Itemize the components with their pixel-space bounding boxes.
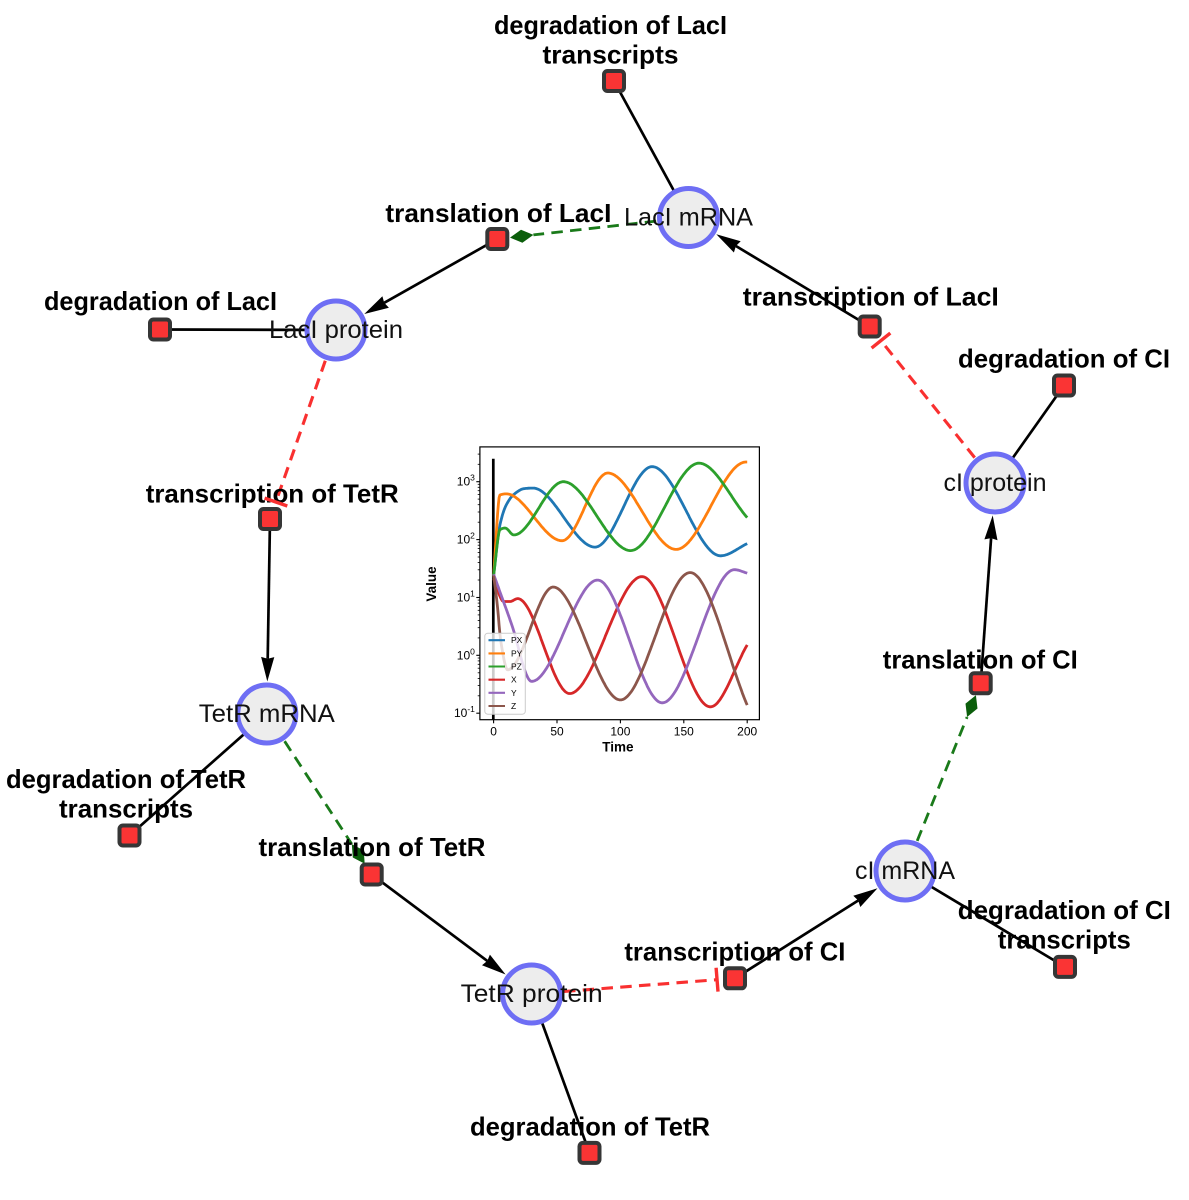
svg-text:LacI mRNA: LacI mRNA — [624, 203, 753, 231]
svg-text:LacI protein: LacI protein — [269, 316, 403, 344]
svg-text:transcription of CI: transcription of CI — [624, 937, 845, 967]
svg-text:degradation of LacI: degradation of LacI — [494, 10, 727, 40]
svg-text:translation of LacI: translation of LacI — [385, 198, 611, 228]
svg-text:PY: PY — [511, 648, 523, 658]
svg-text:degradation of TetR: degradation of TetR — [470, 1112, 710, 1142]
svg-text:cI mRNA: cI mRNA — [855, 857, 955, 885]
svg-text:X: X — [511, 675, 517, 685]
svg-text:TetR protein: TetR protein — [461, 980, 603, 1008]
svg-text:translation of TetR: translation of TetR — [259, 832, 486, 862]
svg-text:0: 0 — [490, 725, 497, 739]
svg-text:transcripts: transcripts — [543, 39, 679, 69]
svg-text:transcription of LacI: transcription of LacI — [743, 282, 999, 312]
svg-text:PZ: PZ — [511, 662, 522, 672]
svg-text:50: 50 — [550, 725, 564, 739]
svg-text:100: 100 — [610, 725, 630, 739]
svg-text:degradation of LacI: degradation of LacI — [44, 286, 277, 316]
svg-text:degradation of TetR: degradation of TetR — [6, 764, 246, 794]
svg-text:PX: PX — [511, 635, 523, 645]
svg-text:transcription of TetR: transcription of TetR — [146, 479, 399, 509]
svg-text:cI protein: cI protein — [944, 469, 1047, 497]
svg-text:Time: Time — [602, 740, 634, 755]
svg-text:degradation of CI: degradation of CI — [958, 344, 1170, 374]
svg-text:translation of CI: translation of CI — [883, 644, 1078, 674]
svg-text:200: 200 — [737, 725, 757, 739]
svg-text:degradation of CI: degradation of CI — [958, 895, 1171, 925]
svg-text:Z: Z — [511, 701, 516, 711]
svg-text:TetR mRNA: TetR mRNA — [199, 700, 335, 728]
svg-text:150: 150 — [674, 725, 694, 739]
svg-text:Value: Value — [424, 566, 439, 602]
svg-text:Y: Y — [511, 688, 517, 698]
